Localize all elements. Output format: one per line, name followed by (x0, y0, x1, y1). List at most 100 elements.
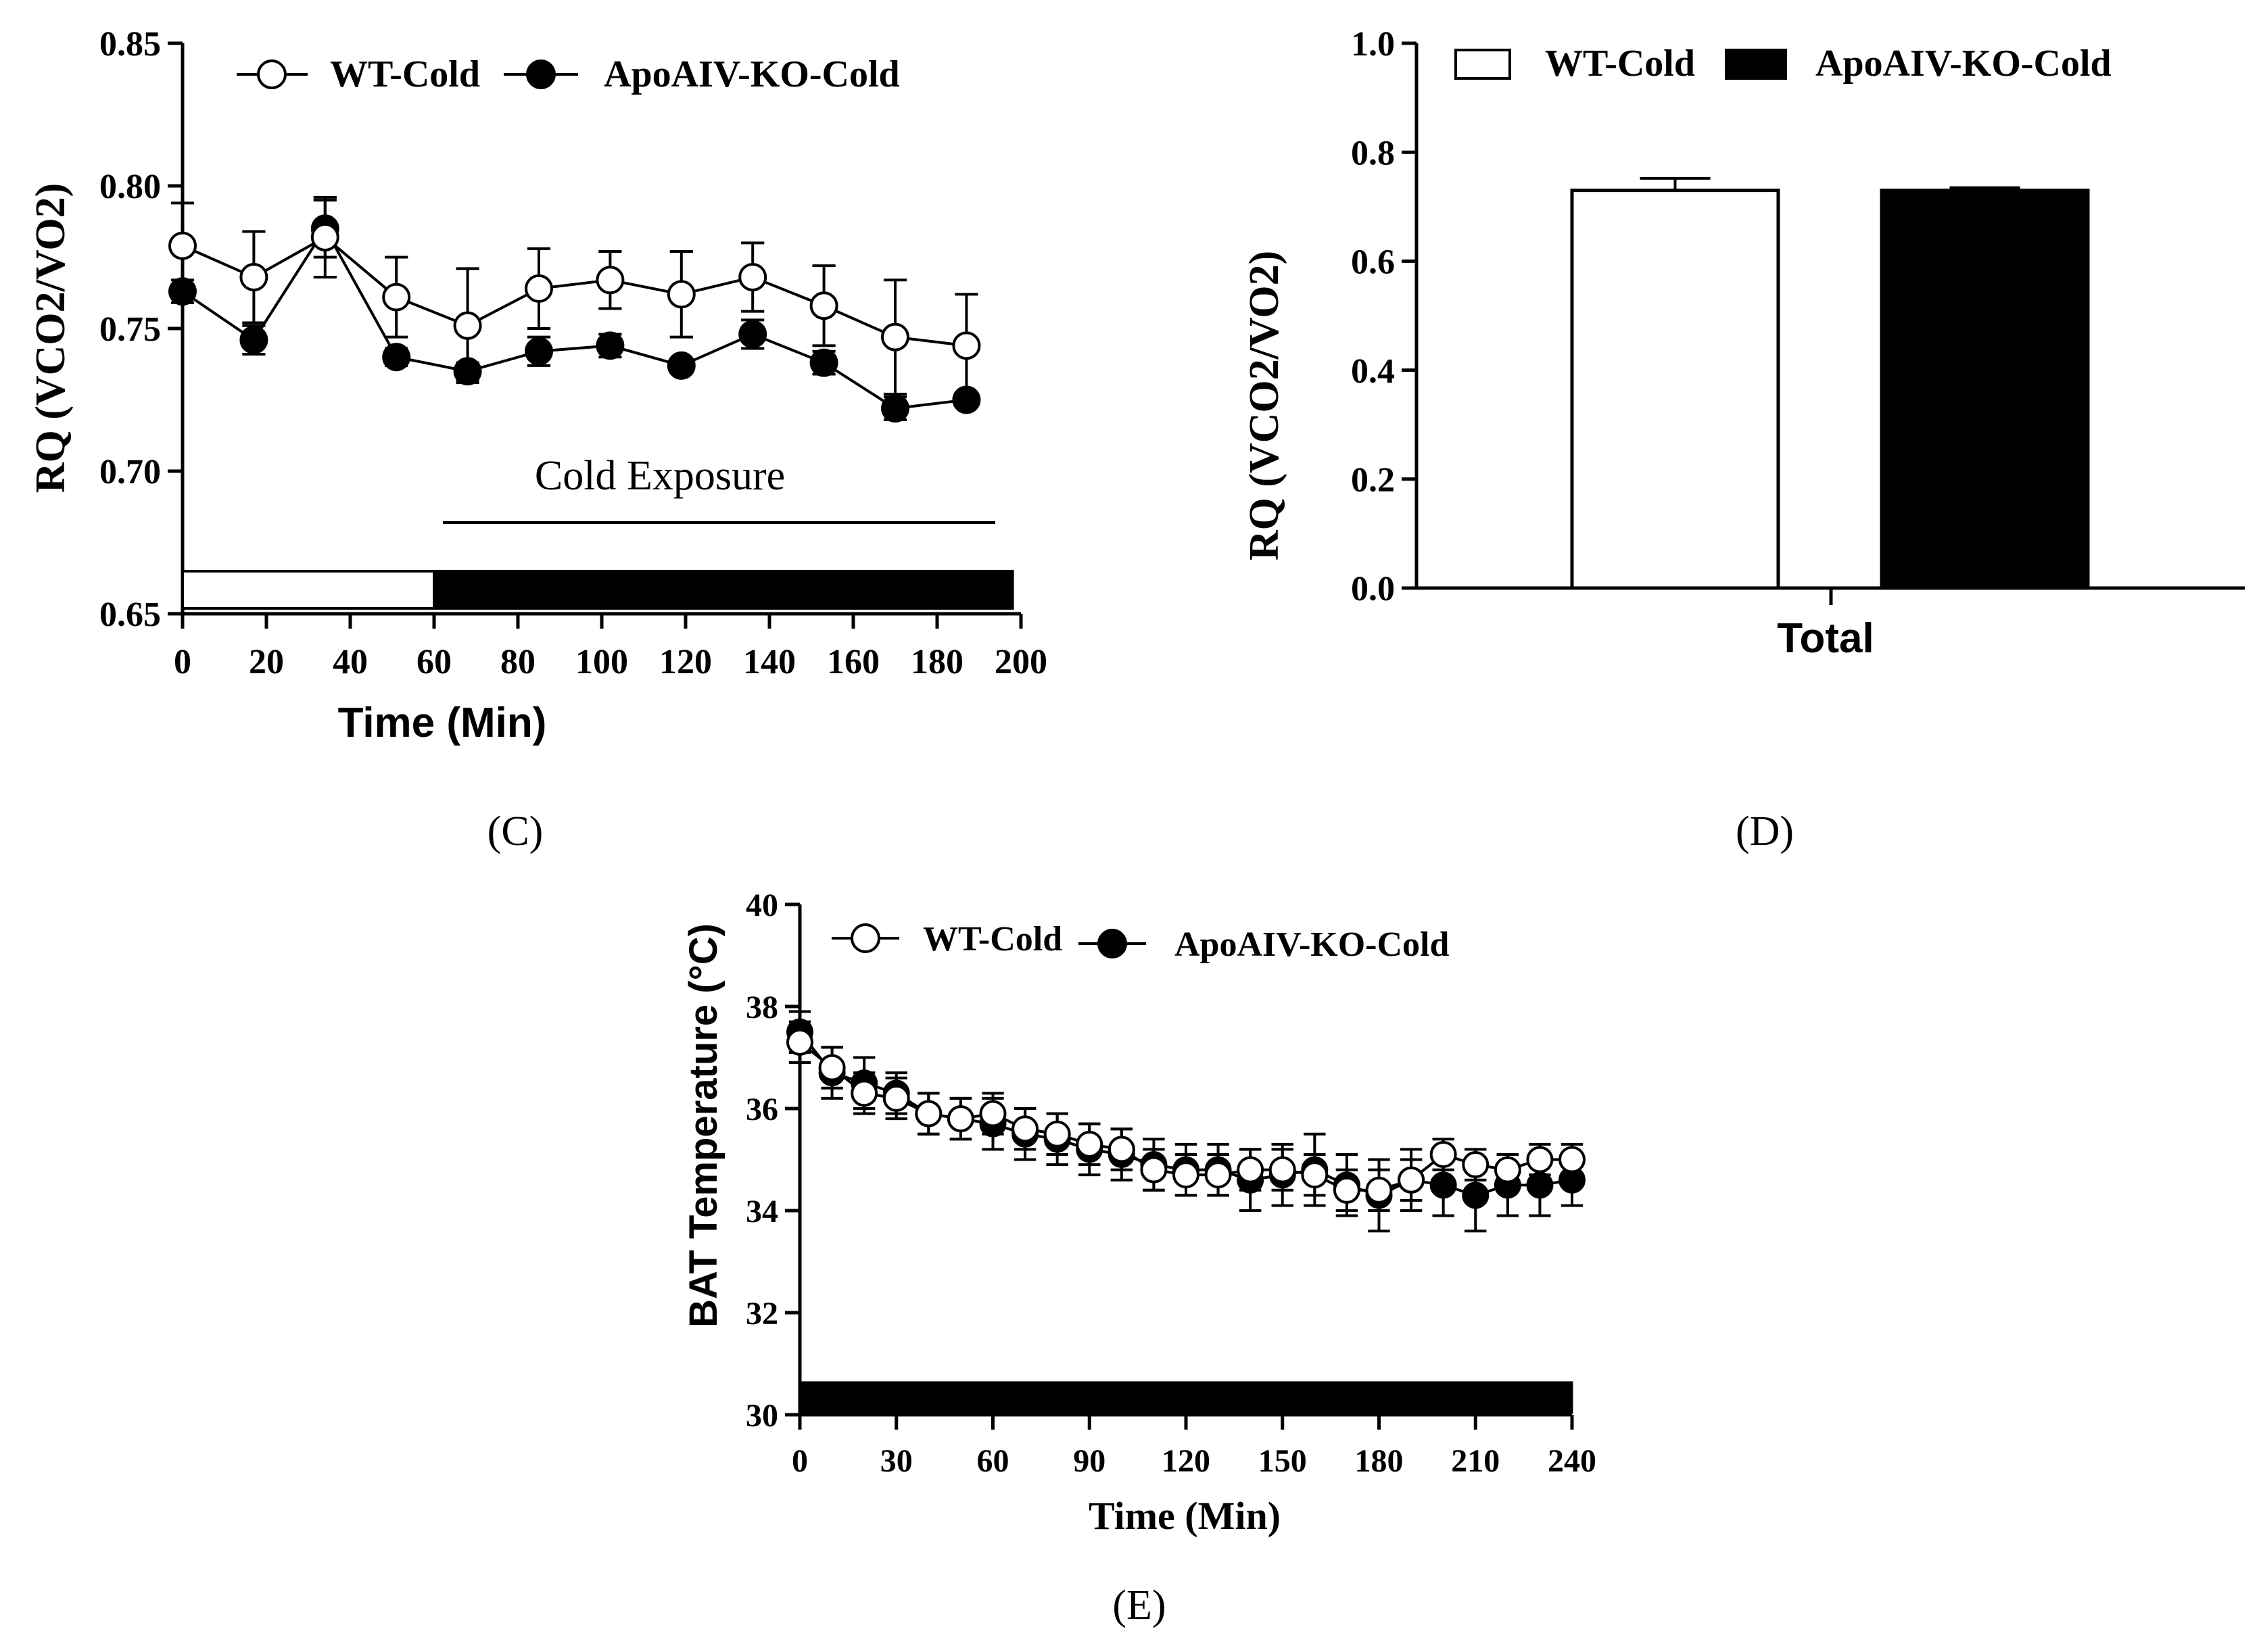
panel-e-point-ko (1429, 1171, 1457, 1199)
panel-c-x-tick-label: 140 (743, 643, 796, 681)
panel-e-x-tick-label: 30 (880, 1443, 913, 1479)
panel-e-condition-bar (799, 1381, 1573, 1414)
panel-e-point-wt (1204, 1161, 1232, 1189)
panel-c-point-wt (667, 280, 696, 309)
panel-d-legend: WT-Cold ApoAIV-KO-Cold (1454, 43, 2112, 84)
legend-label-ko: ApoAIV-KO-Cold (1815, 43, 2112, 84)
panel-e-point-ko (1526, 1171, 1554, 1199)
panel-d-y-tick-label: 0.2 (1351, 461, 1395, 500)
panel-e-xlabel: Time (Min) (1089, 1494, 1281, 1538)
panel-c-point-ko (382, 343, 411, 372)
panel-c-point-ko (596, 331, 625, 360)
panel-d-y-tick-label: 0.0 (1351, 570, 1395, 608)
panel-c-x-tick-label: 0 (174, 643, 191, 681)
panel-e-x-tick-label: 240 (1548, 1443, 1596, 1479)
panel-e-axes: 30 32 34 36 38 40 0 30 60 90 120 150 180 210 240 (746, 888, 1596, 1479)
panel-e-point-wt (1301, 1161, 1329, 1189)
panel-c-xlabel: Time (Min) (338, 700, 547, 746)
panel-c-point-ko (168, 277, 197, 306)
legend-label-ko: ApoAIV-KO-Cold (1174, 925, 1449, 964)
panel-c-y-tick-label: 0.80 (99, 168, 161, 206)
panel-e-y-tick-label: 34 (746, 1194, 778, 1230)
panel-e-point-wt (1429, 1140, 1457, 1168)
panel-c-marks (168, 195, 981, 423)
panel-c-y-tick-label: 0.70 (99, 453, 161, 491)
panel-c-point-wt (310, 222, 339, 251)
legend-label-ko: ApoAIV-KO-Cold (604, 53, 900, 95)
panel-c-point-wt (239, 263, 268, 292)
panel-d-y-tick-label: 0.8 (1351, 134, 1395, 172)
panel-e-point-wt (1237, 1156, 1264, 1184)
panel-e-condition-segment (799, 1381, 1573, 1414)
panel-e-point-wt (1108, 1136, 1135, 1163)
panel-c-point-wt (382, 283, 411, 312)
panel-c-x-tick-label: 200 (995, 643, 1047, 681)
panel-e-x-tick-label: 90 (1073, 1443, 1105, 1479)
panel-c-point-wt (952, 331, 981, 360)
legend-marker-wt (851, 923, 880, 953)
panel-c-annotation: Cold Exposure (535, 453, 785, 499)
panel-e-x-tick-label: 150 (1258, 1443, 1307, 1479)
panel-e-point-wt (1043, 1120, 1071, 1148)
panel-c-point-ko (239, 325, 268, 354)
panel-c-point-ko (952, 385, 981, 414)
panel-c-y-tick-label: 0.85 (99, 25, 161, 64)
panel-e-chart: 30 32 34 36 38 40 0 30 60 90 120 150 180 210 240 Time … (682, 888, 1596, 1628)
panel-d-axes: 0.0 0.2 0.4 0.6 0.8 1.0 Total (1351, 25, 2245, 662)
legend-swatch-ko (1725, 49, 1787, 80)
legend-label-wt: WT-Cold (1545, 43, 1695, 84)
panel-e-point-wt (1558, 1146, 1586, 1173)
panel-e-x-tick-label: 210 (1451, 1443, 1500, 1479)
panel-e-point-wt (1365, 1176, 1393, 1204)
panel-d-y-tick-label: 0.6 (1351, 243, 1395, 282)
legend-marker-wt (257, 59, 287, 89)
panel-c-x-tick-label: 180 (911, 643, 963, 681)
panel-c-condition-segment (433, 570, 1014, 610)
panel-c-y-tick-label: 0.65 (99, 596, 161, 634)
panel-e-legend: WT-Cold ApoAIV-KO-Cold (832, 920, 1449, 964)
panel-c-point-ko (738, 320, 767, 349)
panel-c-point-ko (525, 337, 553, 366)
panel-c-point-ko (881, 394, 909, 423)
panel-d-y-tick-label: 0.4 (1351, 352, 1395, 391)
panel-e-point-wt (1140, 1156, 1168, 1184)
panel-e-point-wt (1462, 1151, 1490, 1179)
panel-e-x-tick-label: 0 (792, 1443, 808, 1479)
panel-e-y-tick-label: 32 (746, 1296, 778, 1332)
panel-e-x-tick-label: 120 (1162, 1443, 1210, 1479)
panel-c-axes: 0.65 0.70 0.75 0.80 0.85 0 20 40 60 80 100 120 140 16… (99, 25, 1047, 681)
panel-d-chart: 0.0 0.2 0.4 0.6 0.8 1.0 Total RQ (VCO2/VO2) WT… (1241, 25, 2245, 854)
panel-e-point-wt (1333, 1176, 1360, 1204)
panel-c-point-wt (453, 311, 482, 340)
panel-e-point-wt (915, 1100, 943, 1127)
legend-label-wt: WT-Cold (923, 920, 1062, 958)
panel-c-condition-bar (181, 570, 1014, 610)
panel-c-x-tick-label: 120 (659, 643, 712, 681)
panel-e-marks (786, 1010, 1586, 1233)
panel-e-y-tick-label: 36 (746, 1092, 778, 1127)
panel-d-ylabel: RQ (VCO2/VO2) (1241, 251, 1287, 561)
panel-d-marks (1570, 176, 2090, 590)
panel-c-label: (C) (487, 808, 544, 854)
panel-e-point-wt (1526, 1146, 1554, 1173)
panel-c-x-tick-label: 80 (500, 643, 536, 681)
panel-c-series-line-wt (182, 235, 967, 347)
panel-c-x-tick-label: 160 (827, 643, 880, 681)
panel-e-y-tick-label: 30 (746, 1398, 778, 1434)
panel-e-ylabel: BAT Temperature (°C) (682, 923, 725, 1328)
panel-c-ylabel: RQ (VCO2/VO2) (28, 183, 74, 493)
panel-c-chart: 0.65 0.70 0.75 0.80 0.85 0 20 40 60 80 100 120 140 16… (28, 25, 1047, 854)
panel-e-x-tick-label: 60 (977, 1443, 1009, 1479)
panel-c-x-tick-label: 60 (416, 643, 452, 681)
panel-e-point-wt (882, 1084, 910, 1112)
legend-marker-ko (526, 59, 556, 89)
panel-d-label: (D) (1736, 808, 1794, 854)
panel-e-point-wt (979, 1100, 1007, 1127)
panel-d-y-tick-label: 1.0 (1351, 25, 1395, 64)
panel-c-point-ko (667, 351, 696, 380)
panel-d-bar-wt (1570, 189, 1780, 590)
panel-e-point-ko (1462, 1182, 1490, 1209)
panel-c-y-tick-label: 0.75 (99, 310, 161, 349)
panel-c-point-wt (168, 231, 197, 260)
